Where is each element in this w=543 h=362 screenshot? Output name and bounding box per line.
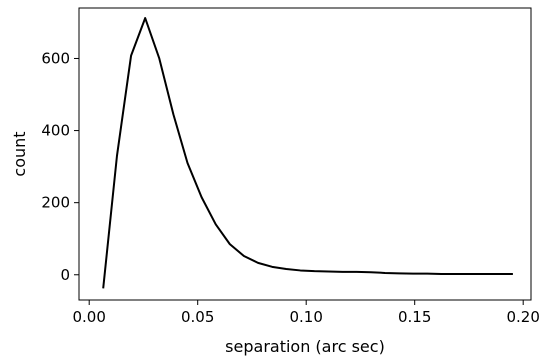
y-tick-label: 400 [41,122,70,140]
x-tick-label: 0.20 [506,308,539,326]
series-line-0 [102,17,513,289]
x-axis: 0.00 0.05 0.10 0.15 0.20 [72,300,540,326]
y-axis: 0 200 400 600 [41,49,79,284]
y-tick-label: 0 [60,266,70,284]
x-tick-label: 0.05 [181,308,214,326]
y-tick-label: 600 [41,49,70,67]
x-axis-label: separation (arc sec) [225,337,385,356]
plot-area [78,7,532,301]
y-tick-label: 200 [41,194,70,212]
x-tick-label: 0.00 [72,308,105,326]
plot-frame [78,7,532,301]
y-axis-label: count [10,131,29,176]
x-tick-label: 0.15 [398,308,431,326]
x-tick-label: 0.10 [289,308,322,326]
